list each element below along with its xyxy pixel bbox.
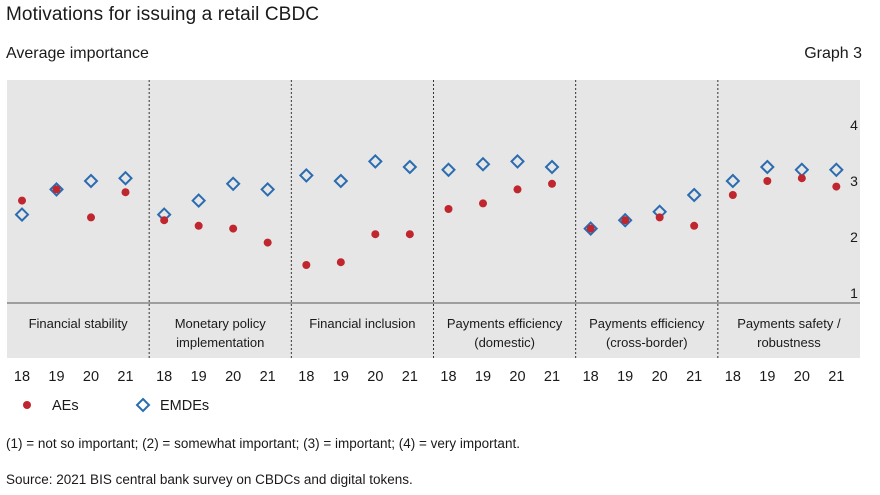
group-label: Financial stability <box>29 316 128 331</box>
aes-point <box>797 174 806 183</box>
emdes-point <box>583 221 599 237</box>
legend-aes-label: AEs <box>52 398 79 414</box>
aes-point <box>52 185 61 194</box>
emdes-point <box>617 212 633 228</box>
year-tick-label: 20 <box>509 369 525 385</box>
aes-point <box>586 224 595 233</box>
year-tick-label: 18 <box>298 369 314 385</box>
aes-point <box>621 216 630 225</box>
year-tick-label: 20 <box>367 369 383 385</box>
year-tick-label: 21 <box>117 369 133 385</box>
aes-point <box>655 213 664 222</box>
emdes-point <box>298 167 314 183</box>
plot-panel <box>7 80 860 358</box>
year-tick-label: 18 <box>583 369 599 385</box>
aes-point <box>18 196 26 205</box>
year-tick-label: 20 <box>83 369 99 385</box>
scatter-chart: 1 2 3 4 Financial stability Monetary policy im… <box>7 80 860 414</box>
emdes-point <box>225 176 241 192</box>
year-tick-label: 18 <box>725 369 741 385</box>
aes-point <box>194 221 203 230</box>
y-tick-label: 4 <box>850 117 858 133</box>
aes-point <box>548 179 556 188</box>
year-tick-label: 20 <box>652 369 668 385</box>
year-tick-label: 18 <box>440 369 456 385</box>
aes-point <box>229 224 238 233</box>
legend-emdes-label: EMDEs <box>160 398 209 414</box>
emdes-point <box>544 159 560 175</box>
emdes-point <box>686 187 702 203</box>
emdes-point <box>49 181 64 197</box>
aes-point <box>690 221 699 230</box>
aes-point <box>263 238 272 247</box>
aes-point <box>832 182 841 191</box>
aes-point <box>728 191 737 199</box>
graph-number: Graph 3 <box>804 45 862 62</box>
year-tick-label: 19 <box>759 369 775 385</box>
emdes-point <box>759 159 775 175</box>
chart-subtitle: Average importance <box>6 45 149 62</box>
aes-point <box>444 205 453 213</box>
group-label: Payments efficiency <box>447 316 563 331</box>
aes-point <box>479 199 487 208</box>
year-tick-label: 19 <box>191 369 207 385</box>
emdes-point <box>402 159 418 175</box>
emdes-point <box>260 181 276 197</box>
aes-point <box>513 185 522 194</box>
source-note: Source: 2021 BIS central bank survey on … <box>6 472 413 487</box>
aes-point <box>763 177 772 185</box>
emdes-point <box>367 153 383 169</box>
year-tick-label: 19 <box>333 369 349 385</box>
year-tick-label: 21 <box>544 369 560 385</box>
group-label: robustness <box>757 335 821 350</box>
year-tick-label: 18 <box>156 369 172 385</box>
importance-scale-note: (1) = not so important; (2) = somewhat i… <box>6 436 520 451</box>
emdes-point <box>83 173 99 189</box>
emdes-point <box>725 173 741 189</box>
emdes-point <box>118 170 133 186</box>
legend-emdes-marker <box>135 397 151 413</box>
aes-point <box>121 188 130 197</box>
emdes-point <box>14 207 30 223</box>
aes-point <box>405 230 414 239</box>
year-tick-label: 19 <box>48 369 64 385</box>
group-label: Monetary policy <box>175 316 267 331</box>
group-label: (domestic) <box>474 335 535 350</box>
year-tick-label: 19 <box>475 369 491 385</box>
emdes-point <box>333 173 349 189</box>
emdes-point <box>828 162 844 178</box>
y-tick-label: 3 <box>850 173 858 189</box>
year-tick-label: 21 <box>828 369 844 385</box>
aes-point <box>302 261 311 269</box>
aes-point <box>371 230 380 239</box>
group-label: (cross-border) <box>606 335 688 350</box>
aes-point <box>160 216 169 225</box>
year-tick-label: 20 <box>225 369 241 385</box>
group-label: Payments safety / <box>737 316 841 331</box>
y-tick-label: 1 <box>850 285 858 301</box>
year-tick-label: 21 <box>260 369 276 385</box>
aes-point <box>87 213 95 222</box>
year-tick-label: 19 <box>617 369 633 385</box>
year-tick-label: 18 <box>14 369 30 385</box>
group-label: Payments efficiency <box>589 316 705 331</box>
legend-aes-marker <box>23 401 31 409</box>
year-tick-label: 21 <box>686 369 702 385</box>
chart-title: Motivations for issuing a retail CBDC <box>6 4 320 25</box>
aes-point <box>336 258 345 267</box>
emdes-point <box>441 162 456 178</box>
emdes-point <box>510 153 525 169</box>
year-tick-label: 21 <box>402 369 418 385</box>
emdes-point <box>475 156 491 172</box>
year-tick-label: 20 <box>794 369 810 385</box>
emdes-point <box>191 193 207 209</box>
group-label: Financial inclusion <box>309 316 415 331</box>
group-label: implementation <box>176 335 264 350</box>
y-tick-label: 2 <box>850 229 858 245</box>
